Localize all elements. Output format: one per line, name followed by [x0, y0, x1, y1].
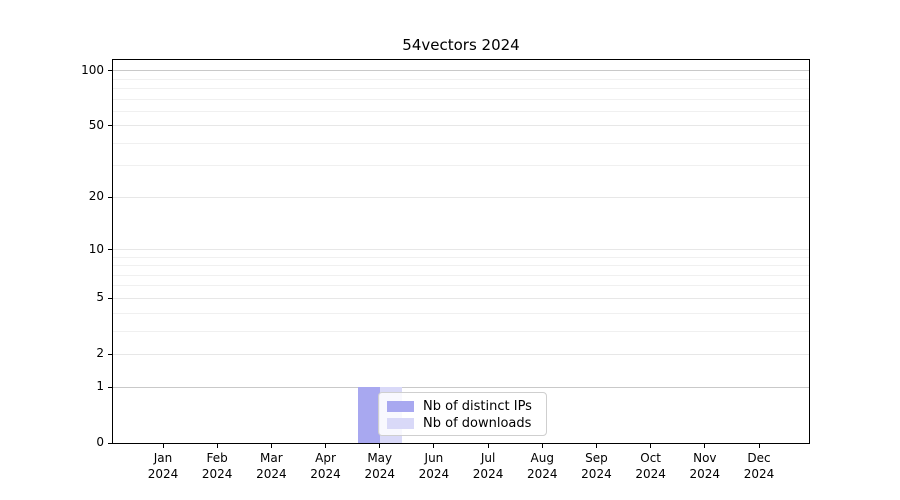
- x-tick-month: Aug: [530, 451, 554, 465]
- legend-item-downloads: Nb of downloads: [387, 415, 538, 432]
- x-tick-label: Jan 2024: [128, 450, 198, 482]
- x-tick-year: 2024: [635, 467, 666, 481]
- y-gridline: [113, 165, 809, 167]
- x-tick-year: 2024: [147, 467, 179, 481]
- x-tick: [758, 444, 760, 448]
- x-tick-label: Apr 2024: [291, 450, 361, 482]
- y-tick-label: 2: [96, 346, 104, 361]
- legend: Nb of distinct IPs Nb of downloads: [378, 392, 547, 436]
- y-gridline: [113, 87, 809, 89]
- y-tick: [108, 386, 113, 388]
- x-tick-month: Oct: [640, 451, 661, 465]
- y-gridline: [113, 265, 809, 267]
- x-tick-label: Oct 2024: [616, 450, 686, 482]
- x-tick-month: Mar: [260, 451, 283, 465]
- x-tick-month: Feb: [206, 451, 228, 465]
- x-tick-label: Nov 2024: [670, 450, 740, 482]
- x-tick-label: Aug 2024: [507, 450, 577, 482]
- x-tick: [162, 444, 164, 448]
- x-tick: [433, 444, 435, 448]
- x-tick: [487, 444, 489, 448]
- y-gridline: [113, 78, 809, 80]
- x-tick-label: Jul 2024: [453, 450, 523, 482]
- y-gridline: [113, 98, 809, 100]
- x-tick-label: May 2024: [345, 450, 415, 482]
- x-tick: [379, 444, 381, 448]
- x-tick-year: 2024: [526, 467, 558, 481]
- x-tick-year: 2024: [689, 467, 721, 481]
- y-gridline: [113, 353, 809, 355]
- x-tick-year: 2024: [472, 467, 504, 481]
- x-tick-year: 2024: [418, 467, 450, 481]
- y-tick-label: 0: [96, 435, 104, 449]
- x-tick: [270, 444, 272, 448]
- y-tick: [108, 353, 113, 355]
- x-tick: [595, 444, 597, 448]
- x-tick-month: Sep: [585, 451, 608, 465]
- y-gridline: [113, 125, 809, 127]
- y-gridline: [113, 312, 809, 314]
- x-tick-label: Dec 2024: [724, 450, 794, 482]
- legend-label-distinct-ips: Nb of distinct IPs: [423, 399, 532, 414]
- x-tick-label: Sep 2024: [561, 450, 631, 482]
- x-tick-month: Jun: [424, 451, 444, 465]
- x-tick-year: 2024: [364, 467, 395, 481]
- legend-label-downloads: Nb of downloads: [423, 416, 532, 431]
- legend-swatch-distinct-ips: [387, 401, 414, 412]
- y-tick: [108, 442, 113, 444]
- y-tick-label: 10: [88, 241, 104, 256]
- legend-item-distinct-ips: Nb of distinct IPs: [387, 398, 538, 415]
- y-gridline: [113, 285, 809, 287]
- x-tick-month: Jul: [480, 451, 496, 465]
- y-tick-label: 50: [88, 117, 104, 132]
- x-tick-year: 2024: [256, 467, 287, 481]
- y-tick: [108, 70, 113, 72]
- x-tick-year: 2024: [743, 467, 775, 481]
- y-gridline: [113, 386, 809, 388]
- x-tick-month: Apr: [315, 451, 336, 465]
- y-tick: [108, 249, 113, 250]
- y-tick: [108, 196, 113, 198]
- x-tick-month: Dec: [747, 451, 771, 465]
- x-tick: [325, 444, 327, 448]
- y-gridline: [113, 256, 809, 258]
- y-gridline: [113, 330, 809, 332]
- y-tick-label: 1: [96, 379, 104, 394]
- x-tick: [650, 444, 652, 448]
- y-gridline: [113, 142, 809, 144]
- x-tick: [216, 444, 218, 448]
- x-tick-year: 2024: [310, 467, 341, 481]
- x-tick-month: Nov: [693, 451, 717, 465]
- y-tick-label: 100: [81, 62, 104, 77]
- y-gridline: [113, 297, 809, 299]
- legend-swatch-downloads: [387, 418, 414, 429]
- x-tick-year: 2024: [581, 467, 612, 481]
- x-tick-label: Mar 2024: [236, 450, 306, 482]
- y-tick-label: 5: [96, 290, 104, 305]
- x-tick-label: Jun 2024: [399, 450, 469, 482]
- bar-distinct-ips-May: [357, 387, 380, 443]
- x-tick-month: Jan: [153, 451, 173, 465]
- x-tick-year: 2024: [201, 467, 233, 481]
- y-gridline: [113, 196, 809, 198]
- chart-title: 54vectors 2024: [402, 36, 520, 54]
- x-tick-label: Feb 2024: [182, 450, 252, 482]
- y-tick: [108, 297, 113, 299]
- x-tick-month: May: [367, 451, 393, 465]
- y-tick: [108, 125, 113, 127]
- x-tick: [704, 444, 706, 448]
- y-gridline: [113, 274, 809, 276]
- y-gridline: [113, 249, 809, 250]
- y-gridline: [113, 110, 809, 112]
- x-tick: [541, 444, 543, 448]
- y-tick-label: 20: [88, 189, 104, 204]
- plot-area: Nb of distinct IPs Nb of downloads: [112, 59, 810, 444]
- y-gridline: [113, 70, 809, 72]
